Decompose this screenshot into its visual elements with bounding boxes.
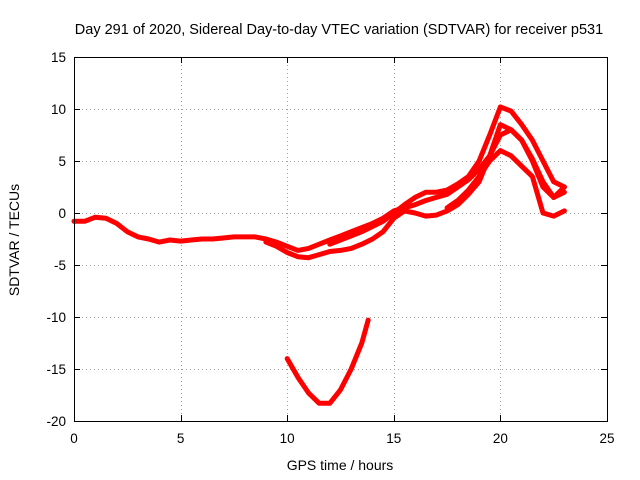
y-tick-label: 10 — [51, 102, 66, 117]
series-line-arc-2 — [263, 122, 567, 261]
y-axis-label: SDTVAR / TECUs — [6, 184, 22, 296]
x-tick-label: 25 — [599, 431, 614, 446]
series-line-arc-1 — [71, 127, 567, 253]
x-tick-labels: 0 5 10 15 20 25 — [70, 431, 614, 446]
series-group — [71, 104, 567, 406]
y-tick-label: 0 — [58, 206, 66, 221]
y-tick-label: 15 — [51, 50, 66, 65]
y-tick-labels: 15 10 5 0 -5 -10 -15 -20 — [46, 50, 66, 429]
y-tick-label: -5 — [54, 258, 66, 273]
y-tick-label: 5 — [58, 154, 66, 169]
series-line-arc-3 — [327, 104, 567, 247]
chart-title: Day 291 of 2020, Sidereal Day-to-day VTE… — [75, 22, 603, 38]
series-line-arc-4 — [444, 148, 567, 219]
plot-frame — [74, 57, 608, 422]
x-tick-label: 20 — [493, 431, 508, 446]
x-tick-label: 15 — [386, 431, 401, 446]
x-axis-label: GPS time / hours — [287, 457, 394, 473]
y-tick-label: -20 — [46, 414, 66, 429]
y-tick-label: -15 — [46, 362, 66, 377]
x-tick-label: 10 — [280, 431, 295, 446]
series-line-arc-5 — [284, 317, 371, 406]
x-tick-label: 0 — [70, 431, 78, 446]
y-tick-label: -10 — [46, 310, 66, 325]
x-tick-label: 5 — [177, 431, 185, 446]
